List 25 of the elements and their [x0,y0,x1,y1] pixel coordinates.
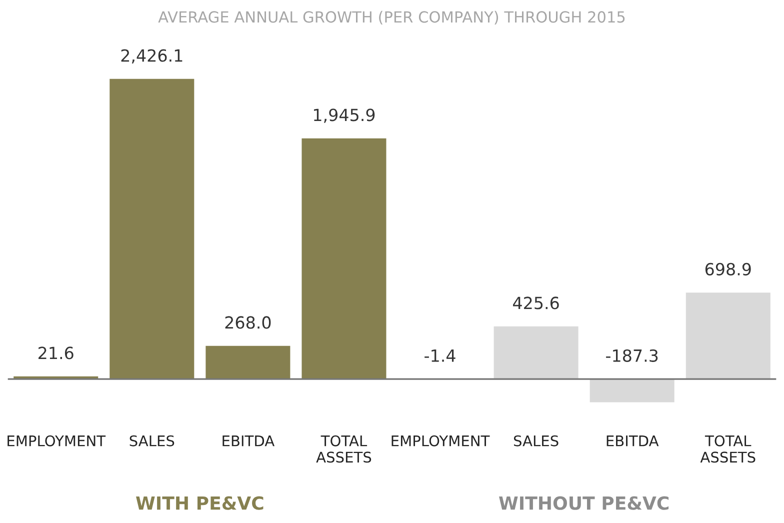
data-label: 2,426.1 [121,49,182,64]
x-tick-label: EBITDA [222,436,275,446]
x-tick-label: TOTAL ASSETS [316,435,372,463]
data-label: -1.4 [424,350,456,362]
text: WITH PE&VC [136,496,264,510]
text: WITHOUT PE&VC [499,496,669,510]
x-tick-label: EMPLOYMENT [8,435,106,446]
bar [110,78,194,380]
bar [686,292,770,380]
bar [494,326,578,380]
data-label: 268.0 [225,316,271,329]
data-label: 425.6 [513,296,559,310]
data-label: -187.3 [606,349,658,362]
x-tick-label: SALES [514,435,558,446]
bar [206,346,290,380]
bar [590,379,674,402]
x-tick-label: EMPLOYMENT [392,435,490,446]
data-label: 698.9 [705,262,751,276]
chart-title: AVERAGE ANNUAL GROWTH (PER COMPANY) THROUGH 2015 [158,10,625,25]
data-label: 1,945.9 [314,108,375,123]
x-tick-label: TOTAL ASSETS [700,435,756,463]
x-tick-label: SALES [130,435,174,446]
data-label: 21.6 [38,346,74,360]
x-tick-label: EBITDA [606,436,659,446]
bar [302,138,386,380]
